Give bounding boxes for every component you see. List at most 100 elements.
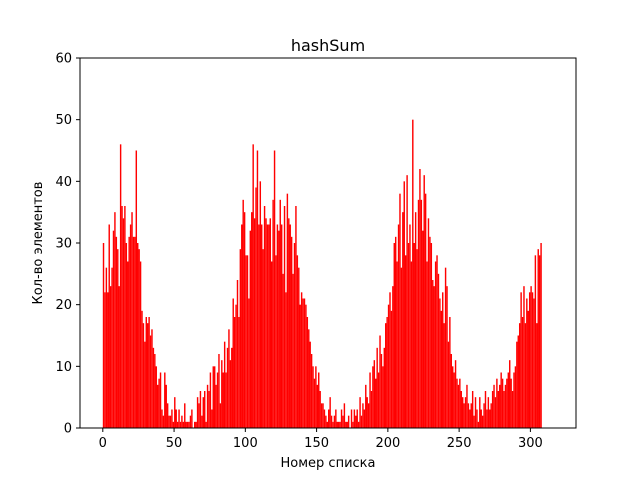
histogram-bar (119, 144, 122, 428)
histogram-bar (155, 366, 157, 428)
histogram-bar (339, 421, 341, 428)
histogram-bar (295, 206, 297, 428)
histogram-bar (490, 403, 492, 428)
histogram-bar (443, 323, 445, 428)
histogram-bar (292, 273, 294, 428)
histogram-bar (205, 421, 207, 428)
histogram-bar (530, 286, 532, 428)
histogram-bar (457, 384, 460, 428)
histogram-bar (470, 403, 472, 428)
histogram-bar (396, 261, 398, 428)
histogram-bar (352, 421, 354, 428)
histogram-bar (464, 397, 467, 428)
histogram-bar (178, 409, 180, 428)
histogram-bar (238, 317, 240, 428)
histogram-bar (516, 341, 518, 428)
histogram-bar (467, 403, 470, 428)
histogram-bar (370, 391, 373, 428)
histogram-bar (446, 286, 448, 428)
x-tick-label: 0 (99, 436, 107, 451)
histogram-bar (536, 323, 538, 428)
y-axis-label: Кол-во элементов (31, 182, 46, 305)
histogram-bar (105, 267, 108, 428)
histogram-bar (511, 391, 514, 428)
histogram-bar (367, 403, 370, 428)
histogram-bar (353, 409, 356, 428)
histogram-bar (496, 378, 498, 428)
histogram-bar (442, 292, 444, 428)
histogram-bar (514, 366, 517, 428)
histogram-bar (241, 224, 243, 428)
histogram-bar (118, 286, 120, 428)
histogram-bar (252, 144, 254, 428)
histogram-bar (483, 403, 485, 428)
histogram-bar (409, 224, 411, 428)
histogram-bar (124, 206, 126, 428)
histogram-bar (208, 391, 210, 428)
y-tick-label: 0 (64, 422, 72, 437)
histogram-bar (253, 218, 256, 428)
histogram-bar (169, 415, 172, 428)
histogram-bar (365, 384, 367, 428)
histogram-bar (128, 236, 130, 428)
histogram-bar (158, 378, 160, 428)
histogram-bar (528, 292, 531, 428)
histogram-bar (151, 329, 153, 428)
histogram-bar (427, 218, 430, 428)
histogram-bar (526, 298, 528, 428)
histogram-bar (290, 236, 293, 428)
histogram-bar (293, 243, 296, 428)
histogram-bar (323, 409, 326, 428)
y-tick-label: 40 (55, 175, 72, 190)
histogram-bar (138, 249, 140, 428)
histogram-bar (280, 224, 283, 428)
histogram-bar (493, 384, 495, 428)
histogram-bar (186, 421, 189, 428)
histogram-bar (452, 366, 454, 428)
histogram-bar (239, 249, 242, 428)
histogram-bar (176, 421, 179, 428)
bars-group (102, 119, 542, 429)
histogram-bar (137, 243, 139, 428)
histogram-bar (263, 206, 266, 428)
x-tick-label: 100 (233, 436, 258, 451)
histogram-bar (533, 298, 535, 428)
histogram-bar (248, 298, 250, 428)
histogram-bar (172, 421, 175, 428)
histogram-bar (114, 212, 116, 428)
histogram-bar (202, 397, 204, 428)
histogram-bar (308, 329, 310, 428)
histogram-bar (164, 372, 166, 428)
histogram-bar (404, 255, 407, 428)
histogram-bar (154, 354, 156, 428)
histogram-bar (386, 317, 388, 428)
y-tick-label: 60 (55, 52, 72, 67)
histogram-bar (397, 224, 400, 428)
histogram-bar (356, 409, 358, 428)
histogram-bar (350, 409, 353, 428)
histogram-bar (369, 372, 371, 428)
histogram-bar (117, 249, 119, 428)
histogram-bar (527, 310, 529, 428)
histogram-bar (413, 243, 415, 428)
histogram-bar (171, 409, 173, 428)
histogram-bar (148, 317, 150, 428)
histogram-bar (461, 397, 464, 428)
histogram-bar (179, 421, 182, 428)
histogram-bar (489, 409, 491, 428)
histogram-bar (299, 304, 301, 428)
histogram-bar (372, 366, 374, 428)
histogram-bar (131, 212, 133, 428)
histogram-bar (343, 403, 346, 428)
histogram-bar (273, 150, 276, 428)
histogram-bar (270, 261, 273, 428)
histogram-bar (453, 372, 455, 428)
histogram-bar (107, 292, 109, 428)
histogram-bar (387, 304, 390, 428)
histogram-bar (332, 421, 334, 428)
histogram-bar (390, 310, 393, 428)
histogram-bar (189, 415, 192, 428)
histogram-bar (142, 323, 145, 428)
histogram-bar (520, 292, 522, 428)
